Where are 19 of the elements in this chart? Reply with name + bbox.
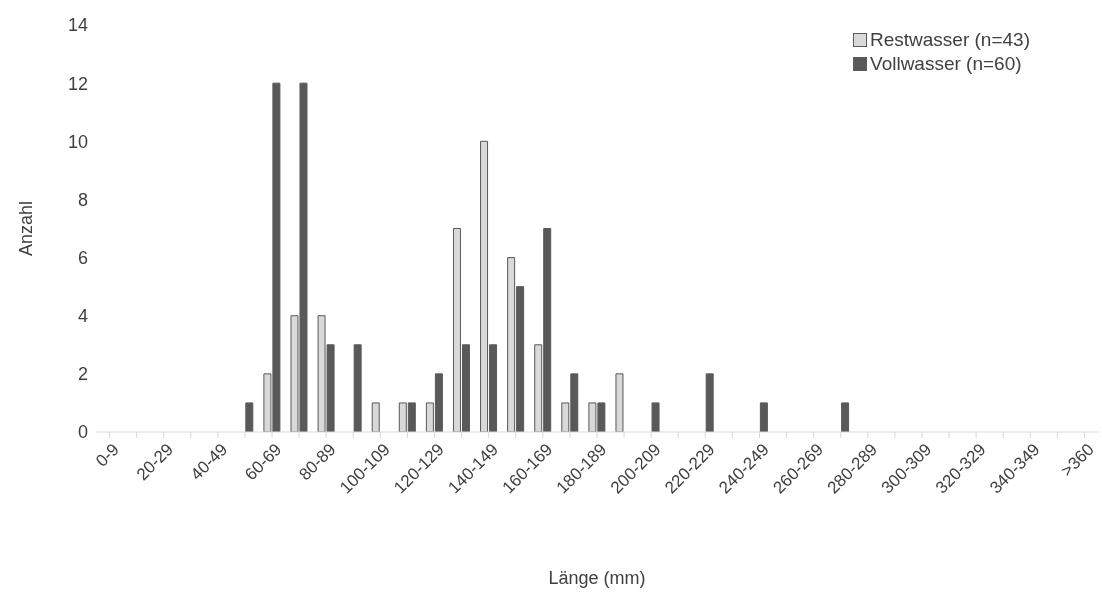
bar [841, 402, 850, 432]
x-axis-title: Länge (mm) [548, 568, 646, 588]
y-tick-label: 6 [77, 247, 88, 268]
y-tick-label: 12 [67, 73, 88, 94]
y-tick-label: 4 [77, 306, 88, 327]
bar [705, 373, 714, 432]
y-tick-label: 10 [67, 131, 88, 152]
legend-label: Vollwasser (n=60) [870, 52, 1022, 76]
y-tick-label: 0 [77, 422, 88, 443]
y-tick-label: 2 [77, 364, 88, 385]
y-tick-label: 14 [67, 15, 88, 36]
legend-label: Restwasser (n=43) [870, 28, 1030, 52]
bar [353, 344, 362, 432]
x-tick-label: 0-9 [92, 439, 123, 471]
bar [759, 402, 768, 432]
bar [651, 402, 660, 432]
bar [245, 402, 254, 432]
y-axis-title: Anzahl [16, 200, 37, 257]
y-tick-label: 8 [77, 189, 88, 210]
